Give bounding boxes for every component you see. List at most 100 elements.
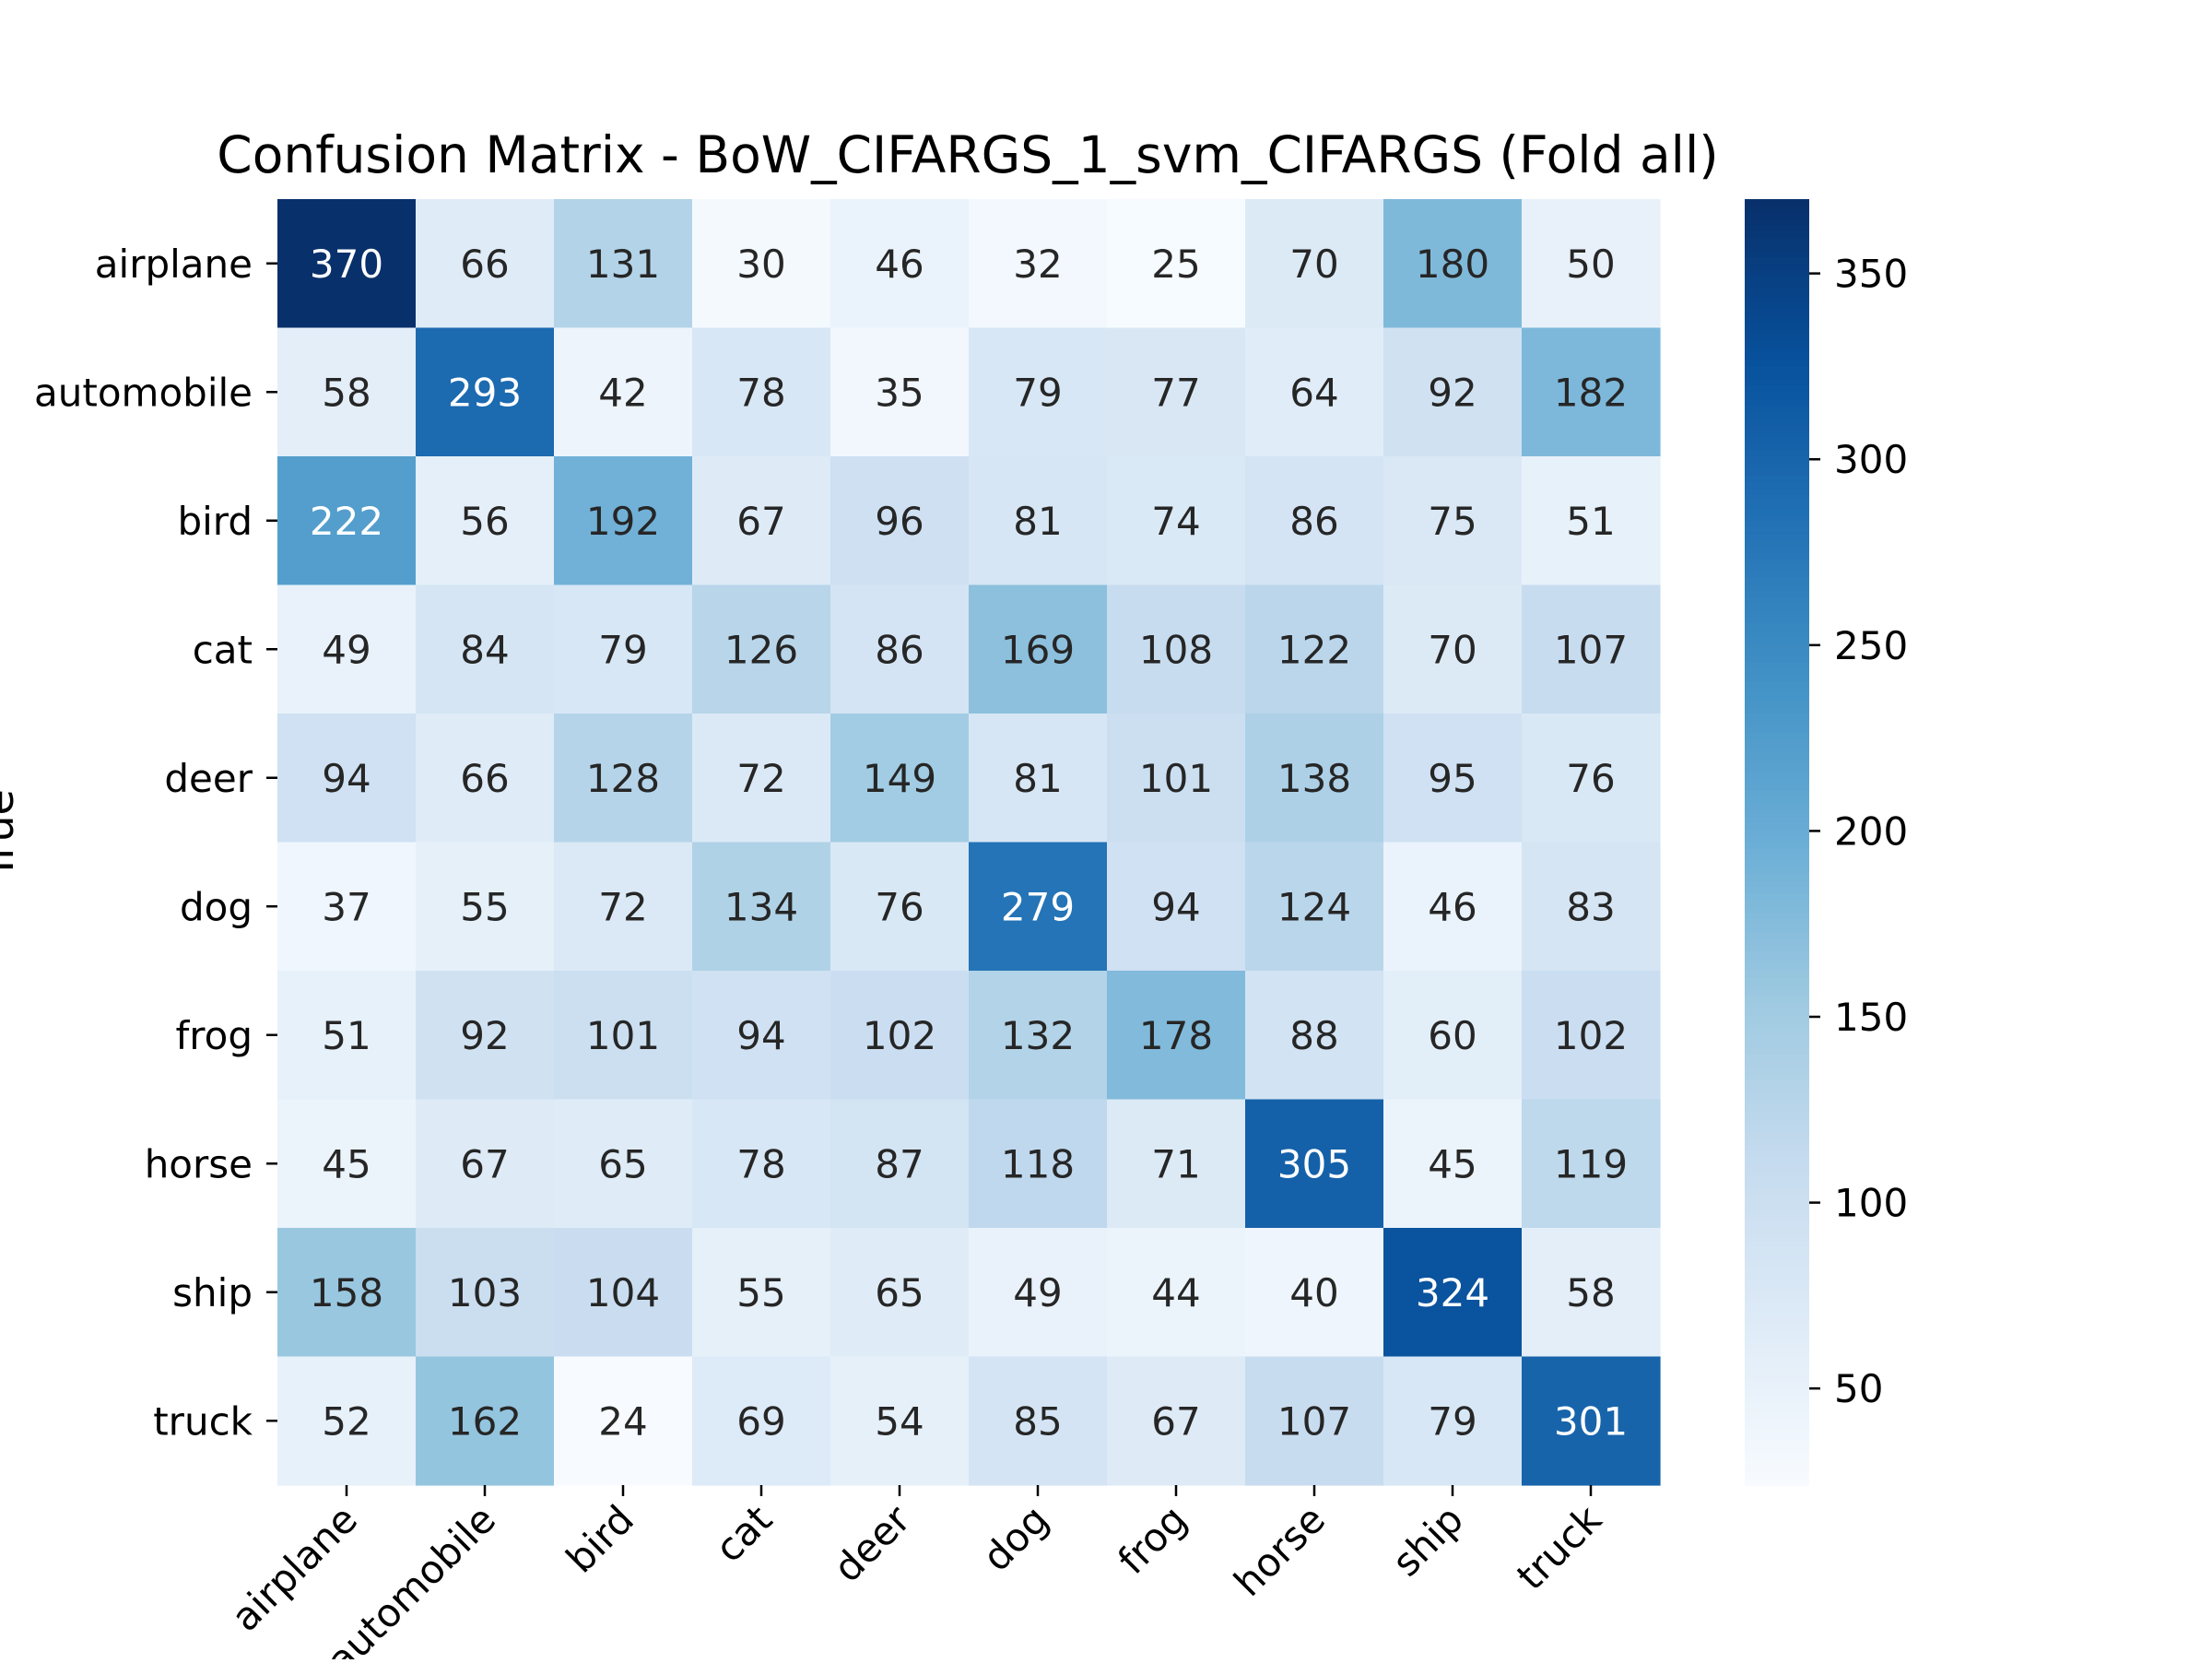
colorbar-segment — [1745, 1337, 1809, 1345]
y-axis-ticks: airplane automobile bird cat deer dog frog hors… — [34, 242, 277, 1444]
colorbar-segment — [1745, 243, 1809, 252]
cell-value-label: 40 — [1289, 1270, 1338, 1315]
cell-value-label: 71 — [1151, 1141, 1200, 1186]
colorbar-segment — [1745, 803, 1809, 811]
colorbar-segment — [1745, 694, 1809, 702]
cell-value-label: 131 — [586, 242, 660, 287]
cell-value-label: 70 — [1428, 627, 1477, 672]
colorbar-segment — [1745, 526, 1809, 535]
cell-value-label: 138 — [1277, 756, 1351, 801]
colorbar-tick-label: 250 — [1834, 623, 1908, 668]
colorbar-segment — [1745, 353, 1809, 361]
colorbar-tick-label: 300 — [1834, 437, 1908, 482]
heatmap-cell — [969, 584, 1108, 714]
y-tick-label: ship — [172, 1270, 253, 1315]
heatmap-cell — [554, 842, 693, 972]
cell-value-label: 370 — [310, 242, 383, 287]
colorbar-segment — [1745, 578, 1809, 586]
cell-value-label: 49 — [1013, 1270, 1062, 1315]
colorbar-segment — [1745, 874, 1809, 882]
heatmap-cell — [1107, 842, 1246, 972]
heatmap-cell — [830, 1356, 970, 1486]
cell-value-label: 180 — [1416, 242, 1489, 287]
cell-value-label: 76 — [1566, 756, 1615, 801]
colorbar-tick-label: 350 — [1834, 252, 1908, 297]
cell-value-label: 222 — [310, 499, 383, 544]
heatmap-cell — [1522, 971, 1661, 1101]
colorbar-segment — [1745, 668, 1809, 676]
cell-value-label: 162 — [448, 1398, 522, 1444]
heatmap-cell — [830, 584, 970, 714]
colorbar-segment — [1745, 1311, 1809, 1319]
colorbar-segment — [1745, 1291, 1809, 1300]
colorbar-segment — [1745, 1304, 1809, 1313]
colorbar-segment — [1745, 199, 1809, 206]
cell-value-label: 79 — [1013, 370, 1062, 415]
heatmap-cell — [277, 199, 417, 329]
cell-value-label: 69 — [736, 1398, 785, 1444]
heatmap-cell — [554, 584, 693, 714]
colorbar-tick-label: 200 — [1834, 808, 1908, 854]
heatmap-cell — [692, 842, 831, 972]
colorbar-segment — [1745, 1150, 1809, 1159]
colorbar-segment — [1745, 1092, 1809, 1101]
heatmap-cell — [969, 199, 1108, 329]
colorbar-segment — [1745, 276, 1809, 284]
heatmap-cell — [1522, 1099, 1661, 1229]
colorbar-segment — [1745, 1131, 1809, 1139]
heatmap-cell — [416, 1228, 555, 1358]
colorbar-segment — [1745, 630, 1809, 638]
cell-value-label: 75 — [1428, 499, 1477, 544]
heatmap-cell — [692, 584, 831, 714]
heatmap-cell — [1383, 1356, 1523, 1486]
cell-value-label: 56 — [460, 499, 509, 544]
colorbar-segment — [1745, 263, 1809, 271]
cell-value-label: 107 — [1277, 1398, 1351, 1444]
colorbar-segment — [1745, 513, 1809, 522]
cell-value-label: 104 — [586, 1270, 660, 1315]
colorbar-segment — [1745, 1433, 1809, 1441]
colorbar-segment — [1745, 1099, 1809, 1107]
heatmap-cell — [969, 1099, 1108, 1229]
heatmap-cell — [692, 971, 831, 1101]
colorbar-segment — [1745, 379, 1809, 387]
colorbar-segment — [1745, 462, 1809, 470]
colorbar-segment — [1745, 314, 1809, 323]
colorbar-segment — [1745, 1414, 1809, 1422]
colorbar-segment — [1745, 565, 1809, 573]
colorbar-segment — [1745, 269, 1809, 277]
colorbar-segment — [1745, 900, 1809, 908]
colorbar-segment — [1745, 1041, 1809, 1049]
colorbar-segment — [1745, 546, 1809, 554]
cell-value-label: 158 — [310, 1270, 383, 1315]
cell-value-label: 134 — [724, 884, 798, 929]
cell-value-label: 45 — [322, 1141, 371, 1186]
colorbar-segment — [1745, 1253, 1809, 1261]
heatmap-cell — [277, 584, 417, 714]
colorbar-segment — [1745, 1105, 1809, 1114]
heatmap-cell — [969, 842, 1108, 972]
colorbar-segment — [1745, 719, 1809, 727]
cell-value-label: 79 — [1428, 1398, 1477, 1444]
heatmap-cell — [830, 327, 970, 457]
heatmap-cell — [277, 842, 417, 972]
colorbar-segment — [1745, 218, 1809, 226]
y-tick-label: dog — [180, 884, 253, 929]
colorbar-segment — [1745, 964, 1809, 972]
heatmap-cell — [1522, 842, 1661, 972]
colorbar-segment — [1745, 1209, 1809, 1216]
cell-value-label: 149 — [863, 756, 936, 801]
heatmap-cell — [830, 1099, 970, 1229]
colorbar-segment — [1745, 282, 1809, 290]
heatmap-cell — [969, 1228, 1108, 1358]
colorbar-segment — [1745, 945, 1809, 952]
cell-value-label: 182 — [1554, 370, 1628, 415]
colorbar-segment — [1745, 701, 1809, 708]
heatmap-cell — [1245, 971, 1384, 1101]
heatmap-cell — [416, 971, 555, 1101]
colorbar-segment — [1745, 430, 1809, 438]
cell-value-label: 67 — [460, 1141, 509, 1186]
colorbar-segment — [1745, 552, 1809, 560]
